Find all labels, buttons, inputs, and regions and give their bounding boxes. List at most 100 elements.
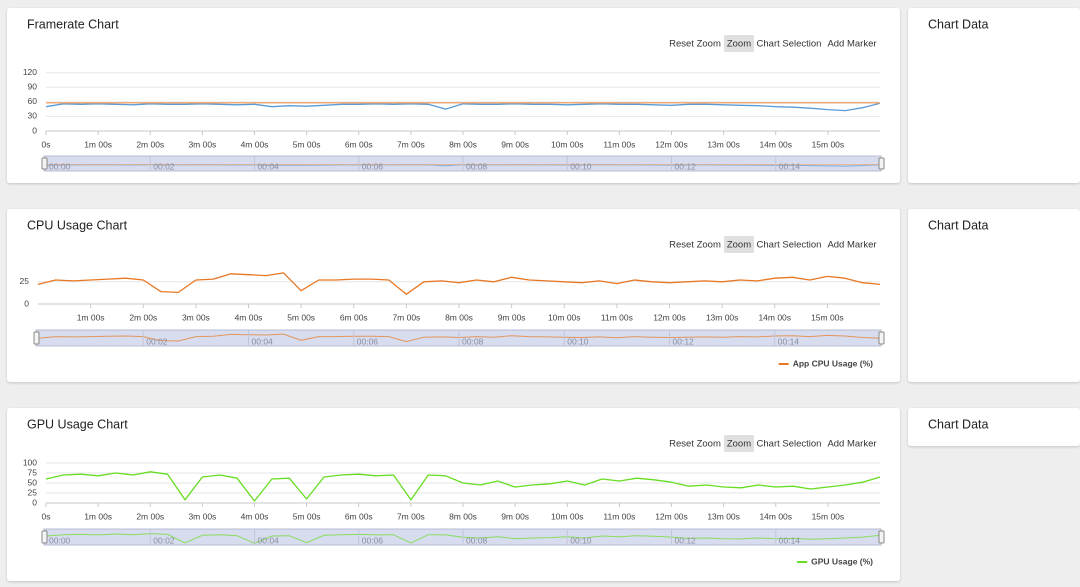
x-tick-label: 3m 00s xyxy=(188,511,216,521)
navigator-label: 00:02 xyxy=(153,161,175,171)
toolbar-button[interactable]: Reset Zoom xyxy=(669,439,721,450)
x-tick-label: 14m 00s xyxy=(759,511,792,521)
card xyxy=(7,209,900,382)
series-line xyxy=(45,102,881,112)
navigator-label: 00:08 xyxy=(466,161,488,171)
x-tick-label: 11m 00s xyxy=(603,511,635,521)
navigator-label: 00:06 xyxy=(357,336,379,346)
navigator-label: 00:14 xyxy=(778,336,800,346)
chart-card: GPU Usage Chart Reset Zoom Zoom Chart Selec… xyxy=(7,408,1080,581)
navigator-label: 00:04 xyxy=(252,336,274,346)
x-tick-label: 5m 00s xyxy=(287,312,315,322)
active-button-bg xyxy=(724,435,754,452)
y-tick-label: 50 xyxy=(28,477,38,487)
x-tick-label: 7m 00s xyxy=(397,139,425,149)
y-tick-label: 30 xyxy=(28,111,38,121)
x-tick-label: 7m 00s xyxy=(397,511,425,521)
x-tick-label: 5m 00s xyxy=(293,511,321,521)
navigator-label: 00:06 xyxy=(362,161,384,171)
navigator-label: 00:04 xyxy=(258,161,280,171)
x-tick-label: 13m 00s xyxy=(707,139,740,149)
navigator-label: 00:12 xyxy=(675,161,697,171)
x-tick-label: 4m 00s xyxy=(235,312,263,322)
navigator-label: 00:08 xyxy=(462,336,484,346)
y-tick-label: 100 xyxy=(23,457,37,467)
side-card-title: Chart Data xyxy=(928,218,988,232)
x-tick-label: 5m 00s xyxy=(293,139,321,149)
toolbar-button[interactable]: Reset Zoom xyxy=(669,240,721,251)
navigator-label: 00:02 xyxy=(153,535,175,545)
x-tick-label: 15m 00s xyxy=(812,139,845,149)
toolbar-button[interactable]: Add Marker xyxy=(827,439,876,450)
toolbar-button[interactable]: Chart Selection xyxy=(757,439,822,450)
toolbar-button[interactable]: Zoom xyxy=(727,240,751,251)
toolbar-button[interactable]: Zoom xyxy=(727,439,751,450)
navigator-handle[interactable] xyxy=(41,157,48,170)
toolbar-button[interactable]: Add Marker xyxy=(827,39,876,50)
side-card-title: Chart Data xyxy=(928,17,988,31)
x-tick-label: 11m 00s xyxy=(601,312,633,322)
toolbar-button[interactable]: Chart Selection xyxy=(757,240,822,251)
toolbar-button[interactable]: Add Marker xyxy=(827,240,876,251)
x-tick-label: 14m 00s xyxy=(758,312,791,322)
x-tick-label: 0s xyxy=(42,139,51,149)
y-tick-label: 0 xyxy=(32,497,37,507)
y-tick-label: 90 xyxy=(28,82,38,92)
navigator-label: 00:10 xyxy=(570,535,592,545)
series-line xyxy=(37,272,881,295)
chart-card: Framerate Chart Reset Zoom Zoom Chart Selec… xyxy=(7,8,1080,183)
navigator-label: 00:10 xyxy=(570,161,592,171)
x-tick-label: 10m 00s xyxy=(551,511,584,521)
x-tick-label: 6m 00s xyxy=(340,312,368,322)
x-tick-label: 8m 00s xyxy=(449,139,477,149)
navigator-label: 00:06 xyxy=(362,535,384,545)
navigator-handle[interactable] xyxy=(878,530,885,544)
x-tick-label: 9m 00s xyxy=(501,511,529,521)
x-tick-label: 1m 00s xyxy=(84,511,112,521)
navigator-label: 00:10 xyxy=(567,336,589,346)
active-button-bg xyxy=(724,236,754,253)
x-tick-label: 2m 00s xyxy=(136,511,164,521)
y-tick-label: 0 xyxy=(24,298,29,308)
x-tick-label: 0s xyxy=(42,511,51,521)
toolbar-button[interactable]: Reset Zoom xyxy=(669,39,721,50)
side-card-title: Chart Data xyxy=(928,417,988,431)
x-tick-label: 13m 00s xyxy=(707,511,740,521)
navigator-label: 00:02 xyxy=(146,336,168,346)
navigator-label: 00:12 xyxy=(673,336,695,346)
navigator-label: 00:08 xyxy=(466,535,488,545)
x-tick-label: 8m 00s xyxy=(449,511,477,521)
side-card xyxy=(908,209,1080,382)
legend-label[interactable]: App CPU Usage (%) xyxy=(793,358,873,368)
x-tick-label: 10m 00s xyxy=(551,139,584,149)
x-tick-label: 3m 00s xyxy=(188,139,216,149)
card xyxy=(7,408,900,581)
active-button-bg xyxy=(724,35,754,52)
navigator-handle[interactable] xyxy=(33,331,40,345)
x-tick-label: 1m 00s xyxy=(84,139,112,149)
navigator-label: 00:04 xyxy=(258,535,280,545)
x-tick-label: 3m 00s xyxy=(182,312,210,322)
navigator-handle[interactable] xyxy=(41,530,48,544)
navigator-handle[interactable] xyxy=(878,157,885,170)
toolbar-button[interactable]: Zoom xyxy=(727,39,751,50)
x-tick-label: 1m 00s xyxy=(77,312,105,322)
chart-card: CPU Usage Chart Reset Zoom Zoom Chart Selec… xyxy=(7,209,1080,382)
x-tick-label: 4m 00s xyxy=(241,139,269,149)
x-tick-label: 15m 00s xyxy=(811,312,844,322)
x-tick-label: 13m 00s xyxy=(706,312,739,322)
navigator-handle[interactable] xyxy=(878,331,885,345)
legend-label[interactable]: GPU Usage (%) xyxy=(811,556,873,566)
y-tick-label: 25 xyxy=(28,487,38,497)
card xyxy=(7,8,900,183)
x-tick-label: 8m 00s xyxy=(445,312,473,322)
navigator-label: 00:14 xyxy=(779,161,801,171)
x-tick-label: 11m 00s xyxy=(603,139,635,149)
x-tick-label: 12m 00s xyxy=(655,139,688,149)
toolbar-button[interactable]: Chart Selection xyxy=(757,39,822,50)
card-title: CPU Usage Chart xyxy=(27,218,128,232)
series-line xyxy=(45,471,881,502)
navigator-label: 00:00 xyxy=(49,535,71,545)
